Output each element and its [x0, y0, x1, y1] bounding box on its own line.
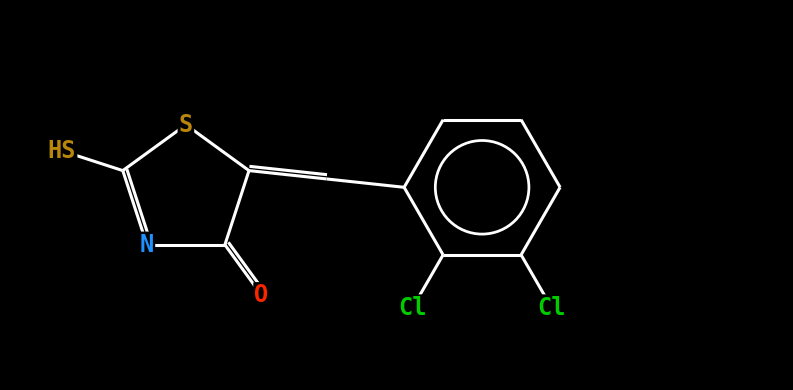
Text: HS: HS	[48, 139, 76, 163]
Text: Cl: Cl	[398, 296, 427, 319]
Text: N: N	[140, 233, 154, 257]
Text: O: O	[255, 283, 269, 307]
Text: S: S	[178, 113, 193, 137]
Text: Cl: Cl	[538, 296, 565, 319]
